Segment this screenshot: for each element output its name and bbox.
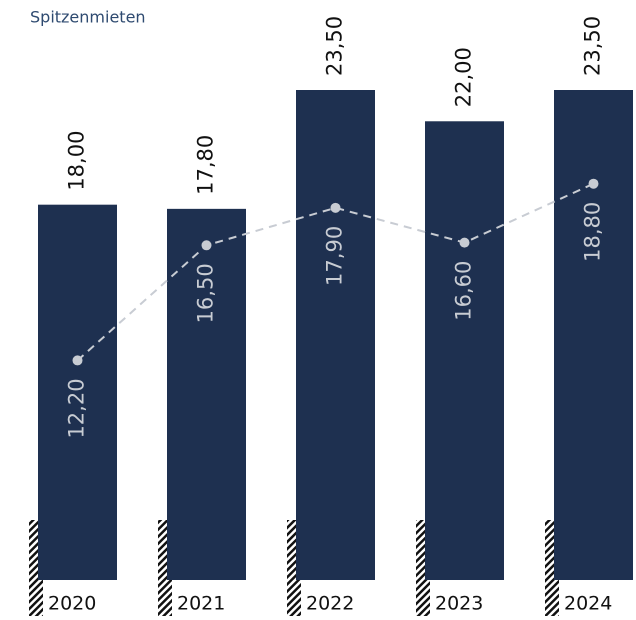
x-tick-label: 2022 (306, 593, 354, 615)
line-value-label: 16,50 (194, 263, 218, 323)
x-tick-label: 2021 (177, 593, 225, 615)
line-point (72, 355, 83, 366)
line-value-label: 16,60 (452, 261, 476, 321)
line-value-label: 17,90 (323, 226, 347, 286)
chart-title: Spitzenmieten (30, 8, 146, 27)
bar-value-label: 22,00 (452, 47, 476, 107)
line-value-label: 18,80 (581, 202, 605, 262)
bar (167, 208, 246, 580)
line-point (459, 237, 470, 248)
bar-value-label: 23,50 (323, 16, 347, 76)
bar-value-label: 18,00 (65, 131, 89, 191)
line-point (588, 178, 599, 189)
x-tick-label: 2024 (564, 593, 612, 615)
line-point (330, 202, 341, 213)
bar (38, 204, 117, 580)
line-value-label: 12,20 (65, 378, 89, 438)
line-point (201, 240, 212, 251)
line (76, 182, 594, 362)
x-tick-label: 2020 (48, 593, 96, 615)
bar (425, 121, 504, 580)
bar-value-label: 23,50 (581, 16, 605, 76)
bar (296, 90, 375, 580)
x-tick-label: 2023 (435, 593, 483, 615)
bar-value-label: 17,80 (194, 135, 218, 195)
bar (554, 90, 633, 580)
